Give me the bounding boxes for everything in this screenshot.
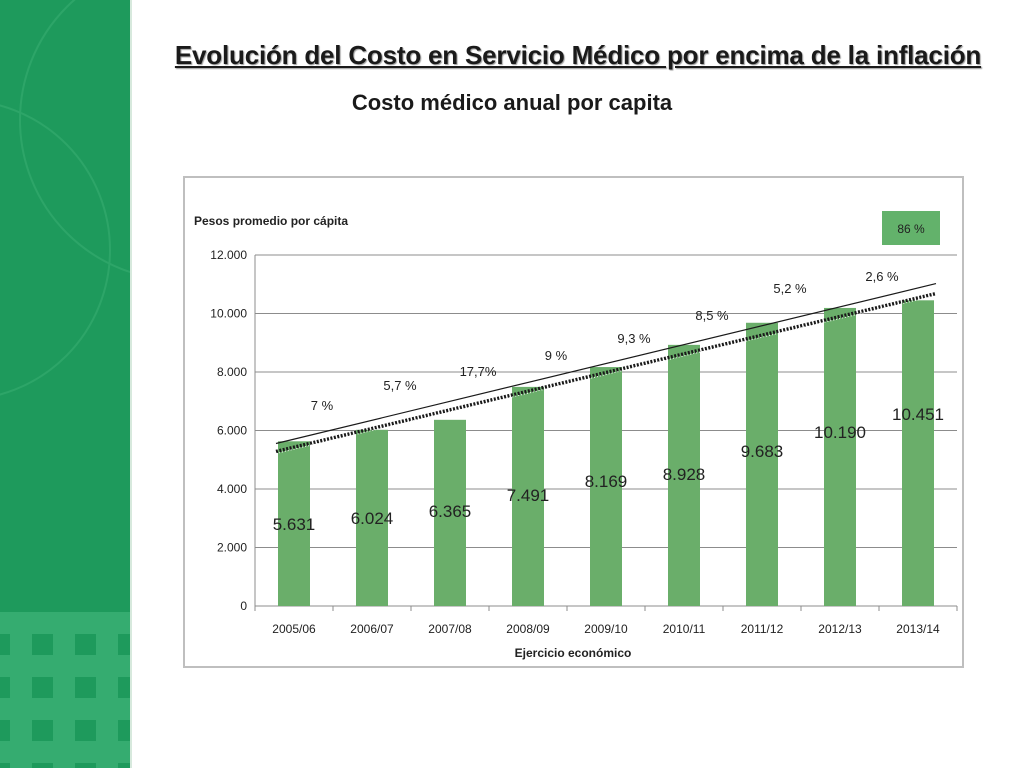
growth-label: 5,7 %: [383, 378, 417, 393]
bar: [278, 441, 310, 606]
data-label: 8.928: [663, 465, 706, 484]
growth-label: 7 %: [311, 398, 334, 413]
data-label: 8.169: [585, 472, 628, 491]
bar-chart: Pesos promedio por cápita 86 % Ejercicio…: [194, 211, 958, 660]
x-tick-label: 2005/06: [272, 622, 316, 636]
x-tick-label: 2011/12: [741, 622, 784, 636]
y-tick-label: 0: [240, 599, 247, 613]
side-decoration-band: [0, 0, 130, 768]
y-tick-label: 8.000: [217, 365, 247, 379]
trendline-upper: [275, 282, 937, 445]
x-tick-label: 2008/09: [506, 622, 550, 636]
bar: [824, 307, 856, 606]
trendline-dotted-highlight: [275, 295, 937, 454]
total-growth-label: 86 %: [897, 222, 925, 236]
data-label: 10.451: [892, 405, 944, 424]
x-tick-label: 2012/13: [818, 622, 862, 636]
side-pattern: [0, 0, 130, 768]
bar: [590, 367, 622, 606]
slide-subtitle: Costo médico anual por capita: [351, 90, 673, 115]
data-label: 6.024: [351, 509, 394, 528]
y-tick-label: 4.000: [217, 482, 247, 496]
slide-title: Evolución del Costo en Servicio Médico p…: [174, 40, 982, 70]
total-growth-badge: [882, 211, 940, 245]
bar: [512, 386, 544, 606]
x-tick-label: 2010/11: [663, 622, 706, 636]
x-axis-title: Ejercicio económico: [515, 646, 632, 660]
growth-label: 17,7%: [460, 364, 497, 379]
data-label: 7.491: [507, 486, 550, 505]
y-tick-label: 6.000: [217, 424, 247, 438]
data-label: 9.683: [741, 442, 784, 461]
x-tick-label: 2013/14: [896, 622, 940, 636]
growth-label: 2,6 %: [865, 269, 899, 284]
y-tick-label: 12.000: [210, 248, 247, 262]
chart-container: Pesos promedio por cápita 86 % Ejercicio…: [183, 176, 964, 668]
x-tick-label: 2006/07: [350, 622, 394, 636]
y-tick-label: 10.000: [210, 307, 247, 321]
bar: [668, 344, 700, 606]
bar: [746, 322, 778, 606]
cross-pattern-icon: [0, 612, 130, 768]
growth-label: 8,5 %: [695, 308, 729, 323]
bar: [902, 300, 934, 606]
trendline-dotted: [275, 291, 937, 454]
growth-label: 5,2 %: [773, 281, 807, 296]
data-label: 10.190: [814, 423, 866, 442]
growth-label: 9,3 %: [617, 331, 651, 346]
bar: [434, 419, 466, 606]
x-tick-label: 2007/08: [428, 622, 472, 636]
growth-label: 9 %: [545, 348, 568, 363]
y-tick-label: 2.000: [217, 541, 247, 555]
x-tick-label: 2009/10: [584, 622, 628, 636]
bar: [356, 429, 388, 606]
y-axis-title: Pesos promedio por cápita: [194, 214, 348, 228]
data-label: 5.631: [273, 515, 316, 534]
data-label: 6.365: [429, 502, 472, 521]
side-divider: [130, 0, 132, 768]
